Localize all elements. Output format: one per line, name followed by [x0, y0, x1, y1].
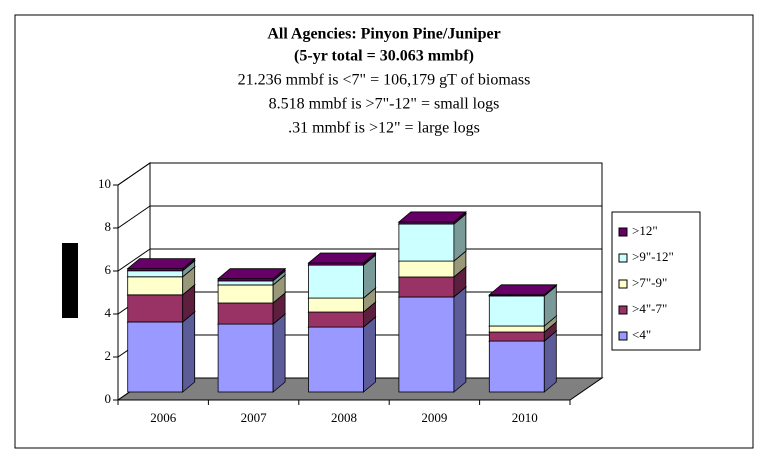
- y-tick-label: 4: [105, 305, 112, 320]
- bar: [398, 296, 455, 393]
- bar-top: [397, 211, 468, 223]
- legend-label: >4"-7": [632, 301, 667, 316]
- grid-line-side: [117, 205, 151, 229]
- chart-title: All Agencies: Pinyon Pine/Juniper: [267, 26, 500, 43]
- bar: [217, 284, 274, 304]
- legend-swatch: [618, 279, 628, 289]
- x-tick-label: 2010: [512, 410, 538, 425]
- legend-swatch: [618, 305, 628, 315]
- bar-side: [453, 286, 467, 393]
- bar: [398, 260, 455, 278]
- bar-top: [307, 252, 377, 264]
- y-tick-label: 2: [105, 348, 112, 363]
- y-tick-label: 8: [105, 219, 112, 234]
- grid-line-side: [117, 248, 151, 272]
- grid-line-side: [117, 162, 151, 186]
- x-tick-label: 2007: [241, 410, 268, 425]
- bar-top: [126, 258, 196, 269]
- x-tick-label: 2008: [331, 410, 357, 425]
- legend-label: <4": [632, 327, 651, 342]
- bar-side: [272, 313, 286, 393]
- bar-side: [543, 330, 557, 393]
- annotation: .31 mmbf is >12" = large logs: [288, 120, 480, 137]
- bar-top: [216, 268, 287, 280]
- legend-label: >12": [632, 223, 658, 238]
- legend-swatch: [618, 227, 628, 237]
- bar-side: [182, 311, 196, 393]
- bar: [127, 276, 184, 296]
- y-tick-label: 0: [105, 391, 112, 406]
- bar: [127, 270, 184, 278]
- bar: [488, 295, 545, 327]
- bar: [308, 311, 364, 328]
- bar: [488, 325, 545, 333]
- legend-label: >7"-9": [632, 275, 667, 290]
- bar: [217, 323, 274, 393]
- bar: [308, 326, 364, 393]
- y-tick-label: 6: [105, 262, 112, 277]
- y-tick-label: 10: [98, 176, 111, 191]
- x-tick-label: 2009: [421, 410, 447, 425]
- bar: [308, 264, 364, 299]
- annotation: 8.518 mmbf is >7"-12" = small logs: [269, 96, 500, 113]
- bar: [127, 294, 184, 323]
- bar: [488, 331, 545, 342]
- legend-label: >9"-12": [632, 249, 674, 264]
- legend-swatch: [618, 331, 628, 341]
- chart-title: (5-yr total = 30.063 mmbf): [294, 48, 474, 65]
- x-tick-label: 2006: [150, 410, 177, 425]
- axis-label-block: [62, 243, 78, 318]
- bar-side: [363, 316, 376, 393]
- bar: [217, 280, 274, 286]
- bar-top: [488, 284, 558, 296]
- bar: [488, 340, 545, 393]
- legend-swatch: [618, 253, 628, 263]
- bar: [308, 297, 364, 313]
- bar: [217, 302, 274, 325]
- bar: [398, 276, 455, 298]
- bar: [127, 321, 184, 393]
- bar: [398, 223, 455, 262]
- annotation: 21.236 mmbf is <7" = 106,179 gT of bioma…: [238, 72, 531, 89]
